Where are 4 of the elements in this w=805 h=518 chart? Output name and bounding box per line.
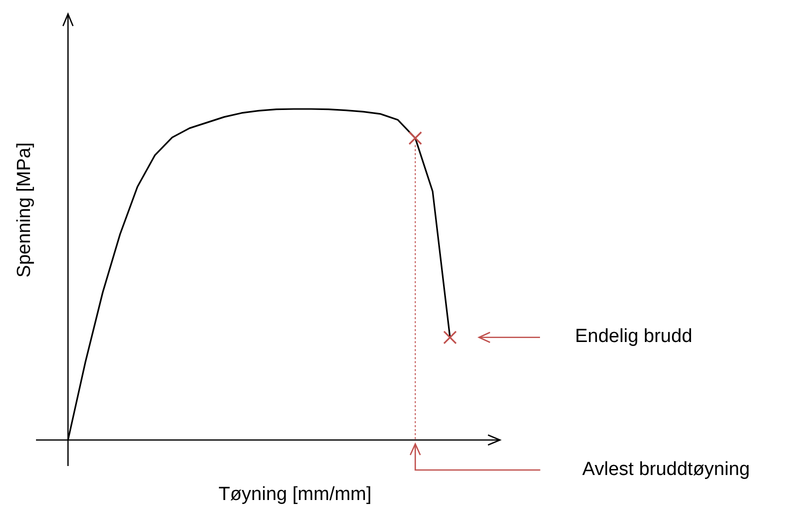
text: Endelig brudd xyxy=(575,325,692,350)
x-axis-title: Tøyning [mm/mm] xyxy=(217,484,373,506)
y-axis-title: Spenning [MPa] xyxy=(14,142,36,278)
text: Avlest bruddtøyning xyxy=(582,458,750,482)
